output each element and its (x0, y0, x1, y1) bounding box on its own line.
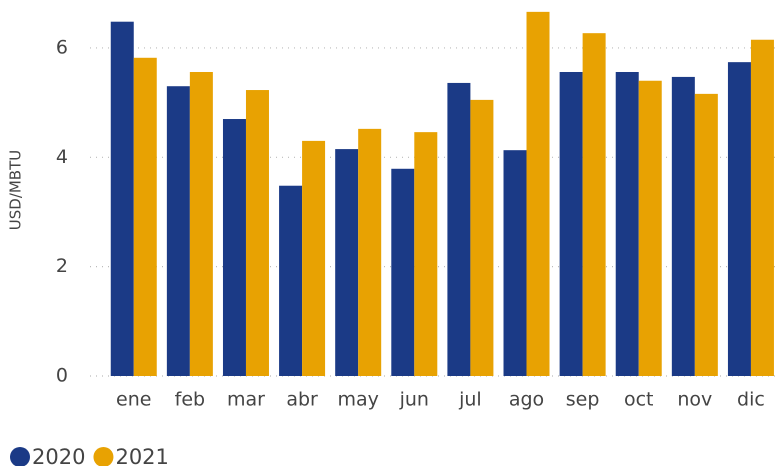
bar (110, 21, 134, 376)
bar (335, 149, 359, 376)
y-tick-label: 4 (56, 146, 68, 168)
bar (133, 57, 157, 377)
x-tick-label: jun (399, 389, 429, 411)
x-tick-label: feb (175, 389, 205, 411)
y-axis-label: USD/MBTU (7, 150, 25, 230)
bar (526, 11, 550, 376)
bar (470, 99, 494, 377)
legend-marker (93, 447, 114, 466)
x-tick-label: mar (227, 389, 265, 411)
y-tick-label: 0 (56, 365, 68, 387)
x-tick-label: jul (458, 389, 482, 411)
bar (671, 76, 695, 376)
x-tick-label: abr (286, 389, 318, 411)
bar (727, 62, 751, 377)
bar (582, 33, 606, 376)
legend-label: 2021 (115, 445, 168, 466)
bar (222, 119, 246, 376)
y-tick-label: 6 (56, 36, 68, 58)
bar (638, 80, 662, 376)
x-tick-label: nov (677, 389, 712, 411)
bar (615, 71, 639, 376)
bar (447, 82, 471, 377)
bar (694, 93, 718, 376)
x-tick-label: dic (737, 389, 765, 411)
x-tick-label: ene (116, 389, 151, 411)
bar (391, 168, 415, 376)
y-tick-label: 2 (56, 255, 68, 277)
bar (166, 86, 190, 376)
legend-label: 2020 (32, 445, 85, 466)
bar (750, 39, 774, 376)
x-tick-label: sep (566, 389, 600, 411)
bar (245, 90, 269, 377)
x-tick-label: may (337, 389, 378, 411)
bar (189, 71, 213, 376)
bar (414, 132, 438, 376)
bar (279, 185, 303, 376)
legend-marker (10, 447, 30, 466)
x-tick-label: ago (509, 389, 544, 411)
bar (358, 128, 382, 376)
x-tick-label: oct (624, 389, 654, 411)
bar (302, 140, 326, 376)
bar (503, 150, 527, 376)
bar (559, 71, 583, 376)
